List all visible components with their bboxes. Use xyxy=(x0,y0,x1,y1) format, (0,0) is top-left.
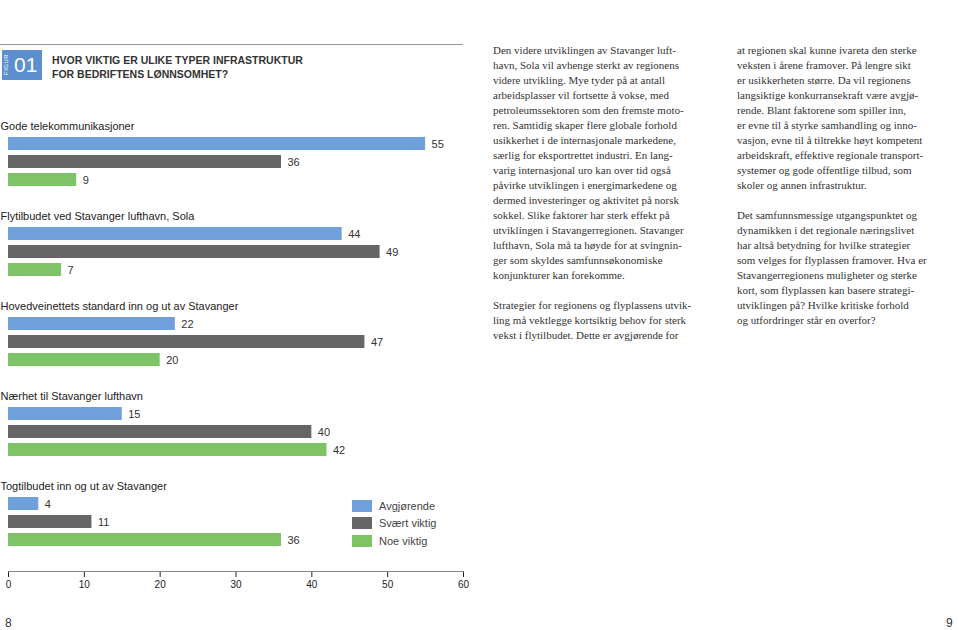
html-text:9: 9 xyxy=(946,616,953,630)
svg-text:9: 9 xyxy=(83,174,89,186)
html-text:langsiktige konkurransekraft v: langsiktige konkurransekraft være avgjø- xyxy=(737,89,919,101)
svg-text:Nærhet til Stavanger lufthavn: Nærhet til Stavanger lufthavn xyxy=(1,390,143,402)
html-text:varig internasjonal uro kan ov: varig internasjonal uro kan over tid ogs… xyxy=(493,164,671,176)
svg-text:Gode telekommunikasjoner: Gode telekommunikasjoner xyxy=(1,120,135,132)
html-text:ren. Samtidig skaper flere glo: ren. Samtidig skaper flere globale forho… xyxy=(493,119,677,131)
html-text:er usikkerheten større. Da vil: er usikkerheten større. Da vil regionens xyxy=(737,74,911,86)
html-text:konjunkturer kan forekomme.: konjunkturer kan forekomme. xyxy=(493,269,625,281)
html-text:dermed investeringer og aktivi: dermed investeringer og aktivitet på nor… xyxy=(493,194,679,206)
html-text:arbeidskraft, effektive region: arbeidskraft, effektive regionale transp… xyxy=(737,149,924,161)
html-text:vekst i flytilbudet. Dette er: vekst i flytilbudet. Dette er avgjørende… xyxy=(493,329,679,341)
svg-text:Togtilbudet inn og ut av Stava: Togtilbudet inn og ut av Stavanger xyxy=(1,480,168,492)
svg-text:20: 20 xyxy=(155,579,167,590)
html-text:Stavangerregionens muligheter: Stavangerregionens muligheter og sterke xyxy=(737,269,917,281)
html-text:særlig for eksportrettet indus: særlig for eksportrettet industri. En la… xyxy=(493,149,673,161)
html-text:lufthavn, Sola må ta høyde for: lufthavn, Sola må ta høyde for at svingn… xyxy=(493,239,682,251)
html-text:Den videre utviklingen av Stav: Den videre utviklingen av Stavanger luft… xyxy=(493,44,676,56)
html-text:er evne til å styrke samhandli: er evne til å styrke samhandling og inno… xyxy=(737,119,917,131)
svg-text:7: 7 xyxy=(68,264,74,276)
svg-text:22: 22 xyxy=(181,318,193,330)
svg-text:55: 55 xyxy=(432,138,444,150)
html-text:og utfordringer står en overfo: og utfordringer står en overfor? xyxy=(737,314,876,326)
svg-text:44: 44 xyxy=(348,228,360,240)
html-text:vasjon, evne til å tiltrekke h: vasjon, evne til å tiltrekke høyt kompet… xyxy=(737,134,923,146)
html-text:Strategier for regionens og fl: Strategier for regionens og flyplassens … xyxy=(493,299,692,311)
html-text:rende. Blant faktorene som spi: rende. Blant faktorene som spiller inn, xyxy=(737,104,906,116)
svg-text:20: 20 xyxy=(166,354,178,366)
svg-text:36: 36 xyxy=(288,156,300,168)
html-text:ling må vektlegge kortsiktig b: ling må vektlegge kortsiktig behov for s… xyxy=(493,314,687,326)
html-text:videre utvikling. Mye tyder på: videre utvikling. Mye tyder på at antall xyxy=(493,74,665,86)
html-text:påvirke utviklingen i energima: påvirke utviklingen i energimarkedene og xyxy=(493,179,677,191)
svg-text:0: 0 xyxy=(6,579,12,590)
html-text:Svært viktig: Svært viktig xyxy=(379,517,437,530)
html-text:arbeidsplasser vil fortsette å: arbeidsplasser vil fortsette å vokse, me… xyxy=(493,89,669,101)
svg-text:40: 40 xyxy=(306,579,318,590)
html-text:at regionen skal kunne ivareta: at regionen skal kunne ivareta den sterk… xyxy=(737,44,917,56)
svg-text:11: 11 xyxy=(98,516,109,528)
svg-text:60: 60 xyxy=(458,579,470,590)
html-text:skoler og annen infrastruktur.: skoler og annen infrastruktur. xyxy=(737,179,867,191)
html-text:FIGUR: FIGUR xyxy=(3,53,9,75)
html-text:petroleumssektoren som den fre: petroleumssektoren som den fremste moto- xyxy=(493,104,684,116)
html-text:sokkel. Slike faktorer har ste: sokkel. Slike faktorer har sterk effekt … xyxy=(493,209,670,221)
html-text:Avgjørende: Avgjørende xyxy=(379,499,436,512)
html-text:Noe viktig: Noe viktig xyxy=(379,534,428,547)
html-text:01: 01 xyxy=(14,53,38,76)
svg-text:Flytilbudet ved Stavanger luft: Flytilbudet ved Stavanger lufthavn, Sola xyxy=(1,210,196,222)
html-text:utviklingen på? Hvilke kritisk: utviklingen på? Hvilke kritiske forhold xyxy=(737,299,909,311)
svg-text:42: 42 xyxy=(333,444,345,456)
svg-text:49: 49 xyxy=(386,246,398,258)
svg-text:Hovedveinettets standard inn o: Hovedveinettets standard inn og ut av St… xyxy=(1,300,239,312)
html-text:8: 8 xyxy=(5,616,12,630)
svg-text:40: 40 xyxy=(318,426,330,438)
html-text:kort, som flyplassen kan baser: kort, som flyplassen kan basere strategi… xyxy=(737,284,915,296)
svg-text:47: 47 xyxy=(371,336,383,348)
html-text:ger som skyldes samfunnsøkonom: ger som skyldes samfunnsøkonomiske xyxy=(493,254,663,266)
svg-text:10: 10 xyxy=(79,579,91,590)
html-text:som velges for flyplassen fram: som velges for flyplassen framover. Hva … xyxy=(737,254,927,266)
svg-text:15: 15 xyxy=(128,408,140,420)
svg-text:36: 36 xyxy=(288,534,300,546)
html-text:havn, Sola vil avhenge sterkt: havn, Sola vil avhenge sterkt av regione… xyxy=(493,59,679,71)
html-text:HVOR VIKTIG ER ULIKE TYPER INF: HVOR VIKTIG ER ULIKE TYPER INFRASTRUKTUR… xyxy=(52,54,303,80)
html-text:usikkerhet i de internasjonale: usikkerhet i de internasjonale markedene… xyxy=(493,134,676,146)
html-text:Det samfunnsmessige utgangspun: Det samfunnsmessige utgangspunktet og xyxy=(737,209,917,221)
svg-text:50: 50 xyxy=(382,579,394,590)
html-text:har altså betydning for hvilke: har altså betydning for hvilke strategie… xyxy=(737,239,911,251)
html-text:dynamikken i det regionale nær: dynamikken i det regionale næringslivet xyxy=(737,224,915,236)
html-text:systemer og gode offentlige ti: systemer og gode offentlige tilbud, som xyxy=(737,164,912,176)
html-text:utviklingen i Stavangerregione: utviklingen i Stavangerregionen. Stavang… xyxy=(493,224,684,236)
svg-text:4: 4 xyxy=(45,498,51,510)
html-text:veksten i årene framover. På l: veksten i årene framover. På lengre sikt xyxy=(737,59,911,71)
svg-text:30: 30 xyxy=(230,579,242,590)
